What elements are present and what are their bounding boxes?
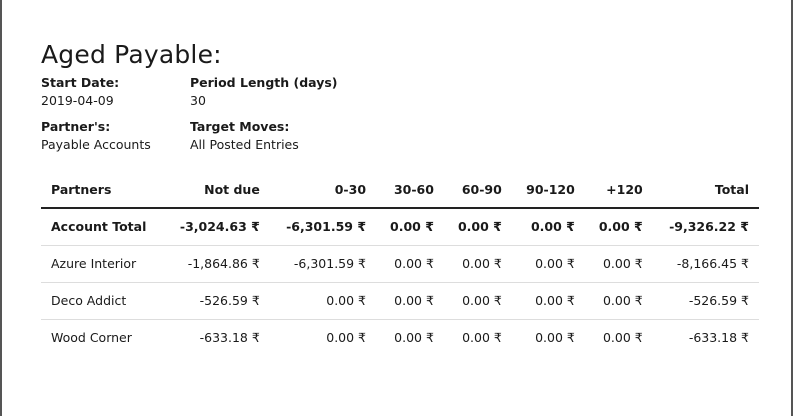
column-header-30-60: 30-60 xyxy=(376,171,444,209)
table-cell: -3,024.63 ₹ xyxy=(163,208,270,246)
table-cell: 0.00 ₹ xyxy=(462,330,502,346)
period-length-value: 30 xyxy=(190,93,206,108)
table-row: Deco Addict -526.59 ₹ 0.00 ₹ 0.00 ₹ 0.00… xyxy=(41,282,759,320)
period-length-block: Period Length (days) 30 xyxy=(190,74,338,110)
table-cell: -633.18 ₹ xyxy=(199,330,260,346)
table-cell: -526.59 ₹ xyxy=(163,282,270,320)
table-cell: 0.00 ₹ xyxy=(376,208,444,246)
report-title: Aged Payable: xyxy=(41,40,222,69)
target-moves-value: All Posted Entries xyxy=(190,137,299,152)
table-cell: -6,301.59 ₹ xyxy=(269,208,377,246)
table-cell: 0.00 ₹ xyxy=(443,282,512,320)
table-cell: -8,166.45 ₹ xyxy=(652,245,759,283)
aged-payable-table: Partners Not due 0-30 30-60 60-90 90-120… xyxy=(41,171,759,356)
partners-label: Partner's: xyxy=(41,119,111,134)
table-cell: 0.00 ₹ xyxy=(511,208,585,246)
table-cell: 0.00 ₹ xyxy=(584,245,653,283)
period-length-label: Period Length (days) xyxy=(190,75,338,90)
table-cell: -526.59 ₹ xyxy=(652,282,759,320)
column-header-total: Total xyxy=(652,171,759,209)
target-moves-label: Target Moves: xyxy=(190,119,290,134)
table-cell: 0.00 ₹ xyxy=(326,330,367,346)
table-cell: 0.00 ₹ xyxy=(511,282,585,320)
table-cell: Azure Interior xyxy=(41,245,164,283)
partners-value: Payable Accounts xyxy=(41,137,151,152)
column-header-partners: Partners xyxy=(41,171,164,209)
column-header-120-plus: +120 xyxy=(584,171,653,209)
table-row: Wood Corner -633.18 ₹ 0.00 ₹ 0.00 ₹ 0.00… xyxy=(41,319,759,356)
target-moves-block: Target Moves: All Posted Entries xyxy=(190,118,299,154)
table-cell: 0.00 ₹ xyxy=(443,245,512,283)
table-cell: -6,301.59 ₹ xyxy=(269,245,377,283)
start-date-block: Start Date: 2019-04-09 xyxy=(41,74,119,110)
table-header-row: Partners Not due 0-30 30-60 60-90 90-120… xyxy=(41,171,759,209)
table-cell: 0.00 ₹ xyxy=(269,282,377,320)
account-total-row: Account Total -3,024.63 ₹ -6,301.59 ₹ 0.… xyxy=(41,208,759,246)
column-header-0-30: 0-30 xyxy=(269,171,377,209)
table-cell: 0.00 ₹ xyxy=(376,282,444,320)
table-cell: Wood Corner xyxy=(51,330,132,346)
table-cell: 0.00 ₹ xyxy=(602,330,643,346)
column-header-not-due: Not due xyxy=(163,171,270,209)
table-cell: -9,326.22 ₹ xyxy=(652,208,759,246)
start-date-label: Start Date: xyxy=(41,75,120,90)
table-cell: 0.00 ₹ xyxy=(376,245,444,283)
column-header-90-120: 90-120 xyxy=(511,171,585,209)
table-cell: 0.00 ₹ xyxy=(584,282,653,320)
table-cell: 0.00 ₹ xyxy=(443,208,512,246)
table-cell: -633.18 ₹ xyxy=(688,330,749,346)
table-cell: -1,864.86 ₹ xyxy=(163,245,270,283)
table-cell: 0.00 ₹ xyxy=(394,330,434,346)
partners-block: Partner's: Payable Accounts xyxy=(41,118,151,154)
start-date-value: 2019-04-09 xyxy=(41,93,114,108)
table-cell: 0.00 ₹ xyxy=(584,208,653,246)
table-cell: Account Total xyxy=(41,208,164,246)
table-cell: Deco Addict xyxy=(41,282,164,320)
table-row: Azure Interior -1,864.86 ₹ -6,301.59 ₹ 0… xyxy=(41,245,759,283)
table-cell: 0.00 ₹ xyxy=(535,330,575,346)
column-header-60-90: 60-90 xyxy=(443,171,512,209)
table-cell: 0.00 ₹ xyxy=(511,245,585,283)
